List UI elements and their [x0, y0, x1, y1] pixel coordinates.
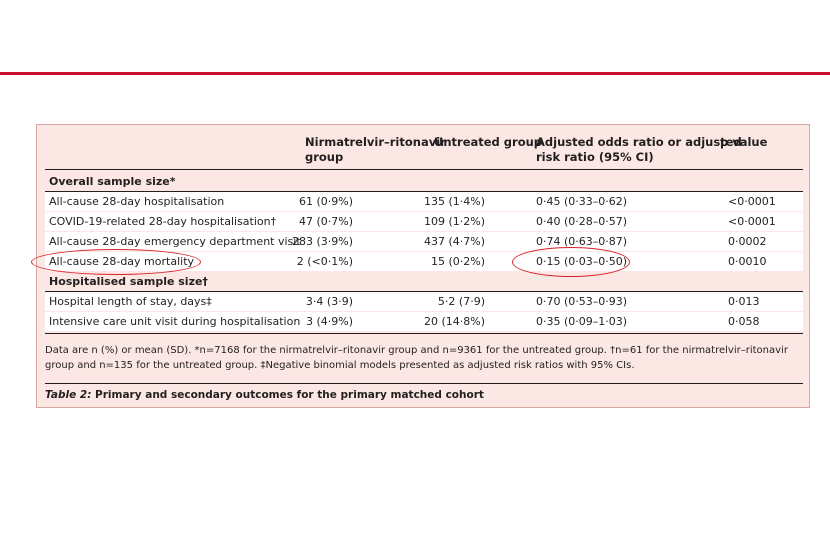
- table-caption: Table 2: Primary and secondary outcomes …: [45, 389, 484, 401]
- table-row: COVID-19-related 28-day hospitalisation†…: [45, 212, 803, 231]
- p-value: <0·0001: [728, 215, 776, 228]
- row-label: All-cause 28-day emergency department vi…: [49, 235, 301, 248]
- treated-value: 3 (4·9%): [305, 315, 353, 328]
- table-footnote: Data are n (%) or mean (SD). *n=7168 for…: [45, 345, 788, 371]
- treated-value: 47 (0·7%): [298, 215, 353, 228]
- section-divider: [45, 291, 803, 292]
- ratio-value: 0·74 (0·63–0·87): [536, 235, 628, 248]
- p-value: 0·0010: [728, 255, 767, 268]
- treated-value: 283 (3·9%): [291, 235, 353, 248]
- annotation-circle-mortality-ratio: [512, 247, 630, 277]
- row-label: All-cause 28-day hospitalisation: [49, 195, 225, 208]
- table-row: Hospital length of stay, days‡ 3·4 (3·9)…: [45, 292, 803, 311]
- row-label: Intensive care unit visit during hospita…: [49, 315, 301, 328]
- section-divider: [45, 191, 803, 192]
- section-title-hospitalised: Hospitalised sample size†: [49, 275, 208, 288]
- caption-label: Table 2:: [45, 389, 92, 401]
- p-value: 0·0002: [728, 235, 767, 248]
- p-value: 0·058: [728, 315, 760, 328]
- untreated-value: 5·2 (7·9): [437, 295, 485, 308]
- table-bottom-rule: [45, 333, 803, 334]
- caption-divider: [45, 383, 803, 384]
- untreated-value: 109 (1·2%): [423, 215, 485, 228]
- header-adjusted-ratio: Adjusted odds ratio or adjusted risk rat…: [536, 135, 742, 164]
- header-untreated: Untreated group: [434, 135, 543, 149]
- treated-value: 3·4 (3·9): [305, 295, 353, 308]
- untreated-value: 135 (1·4%): [423, 195, 485, 208]
- ratio-value: 0·40 (0·28–0·57): [536, 215, 628, 228]
- treated-value: 61 (0·9%): [298, 195, 353, 208]
- ratio-value: 0·45 (0·33–0·62): [536, 195, 628, 208]
- untreated-value: 20 (14·8%): [423, 315, 485, 328]
- ratio-value: 0·35 (0·09–1·03): [536, 315, 628, 328]
- row-label: Hospital length of stay, days‡: [49, 295, 212, 308]
- journal-top-rule: [0, 72, 830, 75]
- row-label: COVID-19-related 28-day hospitalisation†: [49, 215, 277, 228]
- treated-value: 2 (<0·1%): [296, 255, 353, 268]
- ratio-value: 0·70 (0·53–0·93): [536, 295, 628, 308]
- header-divider: [45, 169, 803, 170]
- header-nirmatrelvir: Nirmatrelvir–ritonavir group: [305, 135, 446, 164]
- header-p-value: p value: [720, 135, 768, 149]
- untreated-value: 15 (0·2%): [430, 255, 485, 268]
- table-row: Intensive care unit visit during hospita…: [45, 312, 803, 331]
- untreated-value: 437 (4·7%): [423, 235, 485, 248]
- annotation-circle-mortality-label: [31, 249, 201, 275]
- caption-text: Primary and secondary outcomes for the p…: [91, 389, 484, 401]
- table-row: All-cause 28-day emergency department vi…: [45, 232, 803, 251]
- table-row: All-cause 28-day hospitalisation 61 (0·9…: [45, 192, 803, 211]
- section-title-overall: Overall sample size*: [49, 175, 176, 188]
- outcomes-table: Nirmatrelvir–ritonavir group Untreated g…: [31, 124, 810, 408]
- p-value: <0·0001: [728, 195, 776, 208]
- p-value: 0·013: [728, 295, 760, 308]
